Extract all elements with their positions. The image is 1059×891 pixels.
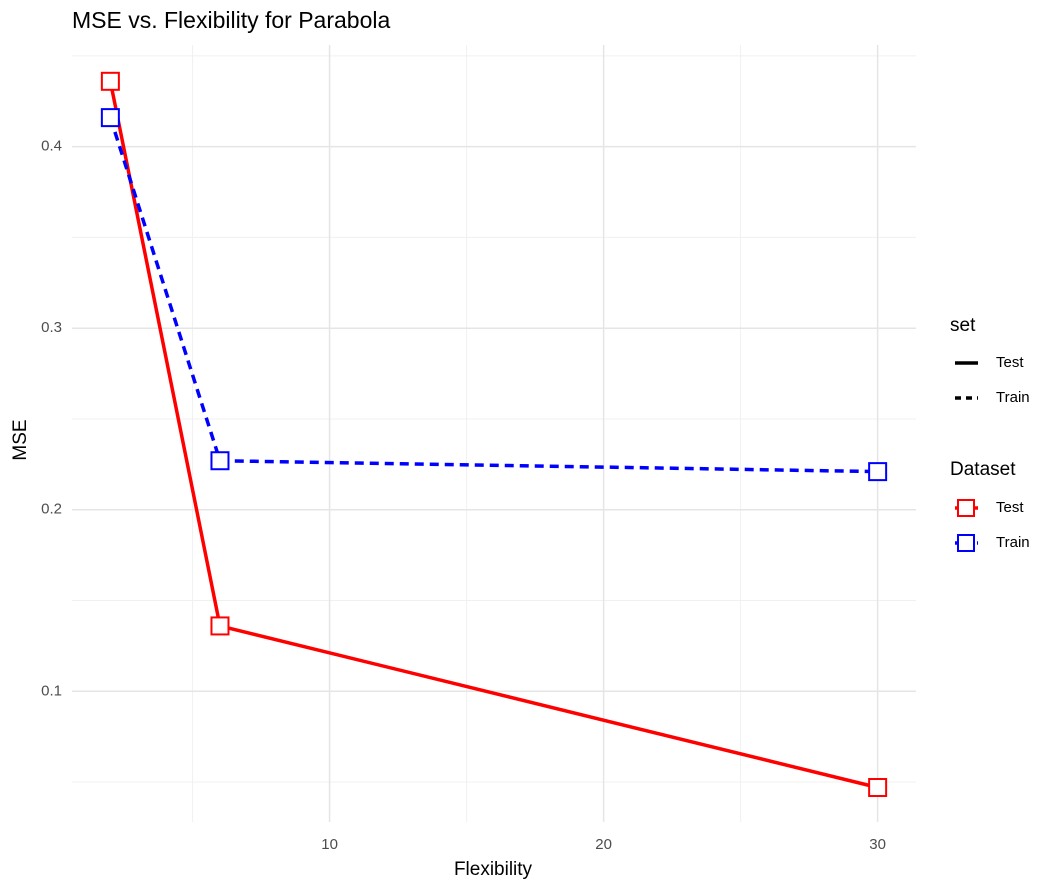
y-tick-label: 0.4	[41, 138, 62, 155]
y-tick-label: 0.3	[41, 319, 62, 336]
legend-label: Test	[996, 499, 1024, 516]
x-tick-label: 10	[321, 836, 338, 853]
y-tick-label: 0.2	[41, 501, 62, 518]
y-tick-label: 0.1	[41, 682, 62, 699]
legend-title: Dataset	[950, 459, 1016, 480]
data-line	[108, 80, 879, 790]
data-point	[210, 616, 230, 636]
x-axis-label: Flexibility	[454, 859, 533, 880]
data-point	[868, 778, 888, 798]
x-tick-label: 30	[869, 836, 886, 853]
x-tick-label: 20	[595, 836, 612, 853]
legend-label: Train	[996, 389, 1030, 406]
legend-key	[957, 534, 975, 552]
data-point	[100, 71, 120, 91]
data-point	[210, 451, 230, 471]
legend-key	[957, 499, 975, 517]
data-point	[868, 462, 888, 482]
data-point	[100, 108, 120, 128]
legend-title: set	[950, 315, 976, 336]
legend-label: Train	[996, 534, 1030, 551]
legend-label: Test	[996, 354, 1024, 371]
y-axis-label: MSE	[10, 419, 31, 460]
chart-title: MSE vs. Flexibility for Parabola	[72, 7, 390, 33]
